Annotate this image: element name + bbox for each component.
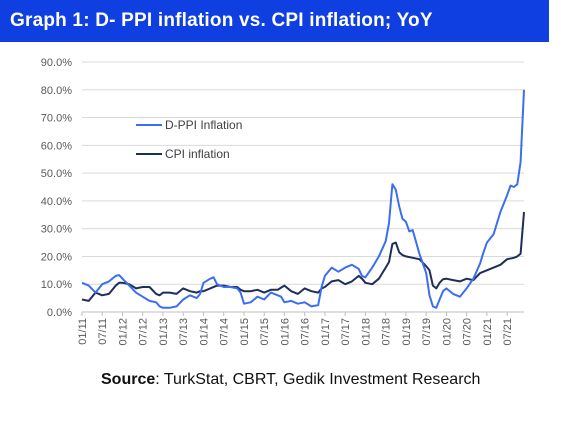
x-tick-label: 07/21 <box>502 318 514 346</box>
x-tick-label: 01/13 <box>158 318 170 346</box>
x-tick-label: 07/14 <box>219 318 231 346</box>
y-axis: 0.0% 10.0% 20.0% 30.0% 40.0% 50.0% 60.0% 70.0% 8… <box>41 57 72 319</box>
y-tick-label: 20.0% <box>41 251 72 263</box>
y-tick-label: 80.0% <box>41 85 72 97</box>
x-tick-label: 01/15 <box>239 318 251 346</box>
y-tick-label: 50.0% <box>41 168 72 180</box>
x-tick-label: 07/20 <box>462 318 474 346</box>
y-tick-label: 0.0% <box>47 307 72 319</box>
x-axis: 01/11 07/11 01/12 07/12 01/13 07/13 01/14 07/14… <box>77 311 524 346</box>
y-tick-label: 60.0% <box>41 140 72 152</box>
dppi-inflation-line <box>81 89 525 309</box>
legend-label: D-PPI Inflation <box>165 118 242 132</box>
x-tick-label: 07/16 <box>300 318 312 346</box>
series-lines <box>81 89 525 309</box>
x-tick-label: 01/19 <box>401 318 413 346</box>
legend-label: CPI inflation <box>165 147 230 161</box>
cpi-inflation-line <box>81 211 525 302</box>
x-tick-label: 01/14 <box>198 318 210 346</box>
source-note: Source: TurkStat, CBRT, Gedik Investment… <box>101 371 480 389</box>
x-tick-label: 01/11 <box>77 318 89 345</box>
y-tick-label: 10.0% <box>41 279 72 291</box>
x-tick-label: 01/17 <box>320 318 332 346</box>
y-tick-label: 40.0% <box>41 196 72 208</box>
x-tick-label: 01/20 <box>441 318 453 346</box>
legend: D-PPI Inflation CPI inflation <box>136 118 242 161</box>
x-tick-label: 07/11 <box>97 318 109 345</box>
grid-lines <box>82 61 524 313</box>
y-tick-label: 70.0% <box>41 113 72 125</box>
x-tick-label: 01/12 <box>117 318 129 346</box>
x-tick-label: 01/18 <box>360 318 372 346</box>
x-tick-label: 01/21 <box>482 318 494 346</box>
source-label: Source <box>101 371 156 388</box>
source-text: : TurkStat, CBRT, Gedik Investment Resea… <box>155 371 481 388</box>
chart-title: Graph 1: D- PPI inflation vs. CPI inflat… <box>0 0 549 42</box>
x-tick-label: 07/12 <box>138 318 150 346</box>
x-tick-label: 07/17 <box>340 318 352 346</box>
x-tick-label: 07/18 <box>381 318 393 346</box>
x-tick-label: 01/16 <box>279 318 291 346</box>
line-chart: 0.0% 10.0% 20.0% 30.0% 40.0% 50.0% 60.0% 70.0% 8… <box>41 57 525 346</box>
x-tick-label: 07/13 <box>178 318 190 346</box>
y-tick-label: 90.0% <box>41 57 72 69</box>
x-tick-label: 07/19 <box>421 318 433 346</box>
y-tick-label: 30.0% <box>41 224 72 236</box>
x-tick-label: 07/15 <box>259 318 271 346</box>
